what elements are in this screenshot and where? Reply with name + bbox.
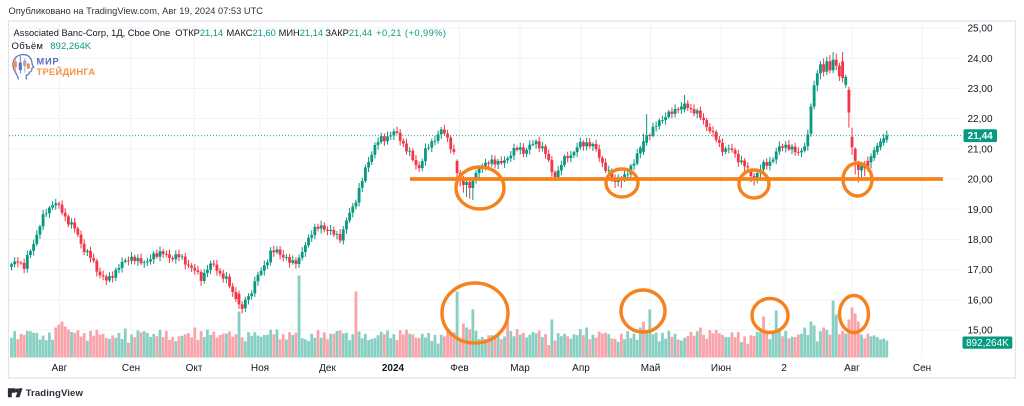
svg-text:Ноя: Ноя (251, 363, 269, 374)
svg-text:Сен: Сен (122, 363, 140, 374)
svg-text:МАКС21,60: МАКС21,60 (227, 28, 276, 38)
svg-text:20,00: 20,00 (968, 175, 993, 186)
svg-text:МИР: МИР (37, 57, 60, 67)
svg-text:Associated Banc-Corp, 1Д, Cboe: Associated Banc-Corp, 1Д, Cboe One (14, 28, 171, 38)
svg-text:23,00: 23,00 (968, 84, 993, 95)
svg-text:21,44: 21,44 (968, 131, 993, 142)
svg-text:Авг: Авг (52, 363, 68, 374)
svg-text:18,00: 18,00 (968, 235, 993, 246)
svg-text:16,00: 16,00 (968, 295, 993, 306)
svg-text:Сен: Сен (913, 363, 931, 374)
svg-text:МИН21,14: МИН21,14 (279, 28, 323, 38)
svg-text:Окт: Окт (186, 363, 203, 374)
svg-text:Авг: Авг (844, 363, 860, 374)
svg-text:Июн: Июн (711, 363, 731, 374)
svg-text:ОТКР21,14: ОТКР21,14 (175, 28, 223, 38)
svg-text:Май: Май (641, 363, 661, 374)
svg-text:Апр: Апр (572, 363, 590, 374)
svg-text:892,264K: 892,264K (966, 338, 1009, 349)
svg-text:Мар: Мар (510, 363, 530, 374)
svg-text:TradingView: TradingView (26, 388, 84, 399)
svg-text:Фев: Фев (450, 363, 468, 374)
svg-text:ТРЕЙДИНГА: ТРЕЙДИНГА (37, 66, 96, 77)
svg-text:2024: 2024 (382, 363, 405, 374)
svg-text:ЗАКР21,44: ЗАКР21,44 (325, 28, 372, 38)
svg-text:25,00: 25,00 (968, 24, 993, 35)
svg-text:892,264K: 892,264K (50, 41, 91, 52)
svg-text:17,00: 17,00 (968, 265, 993, 276)
svg-text:15,00: 15,00 (968, 326, 993, 337)
svg-text:21,00: 21,00 (968, 144, 993, 155)
svg-text:Объём: Объём (12, 41, 44, 52)
svg-text:+0,21 (+0,99%): +0,21 (+0,99%) (376, 28, 446, 38)
svg-text:Дек: Дек (319, 363, 336, 374)
svg-text:24,00: 24,00 (968, 54, 993, 65)
svg-text:22,00: 22,00 (968, 114, 993, 125)
svg-text:19,00: 19,00 (968, 205, 993, 216)
svg-text:2: 2 (781, 363, 787, 374)
